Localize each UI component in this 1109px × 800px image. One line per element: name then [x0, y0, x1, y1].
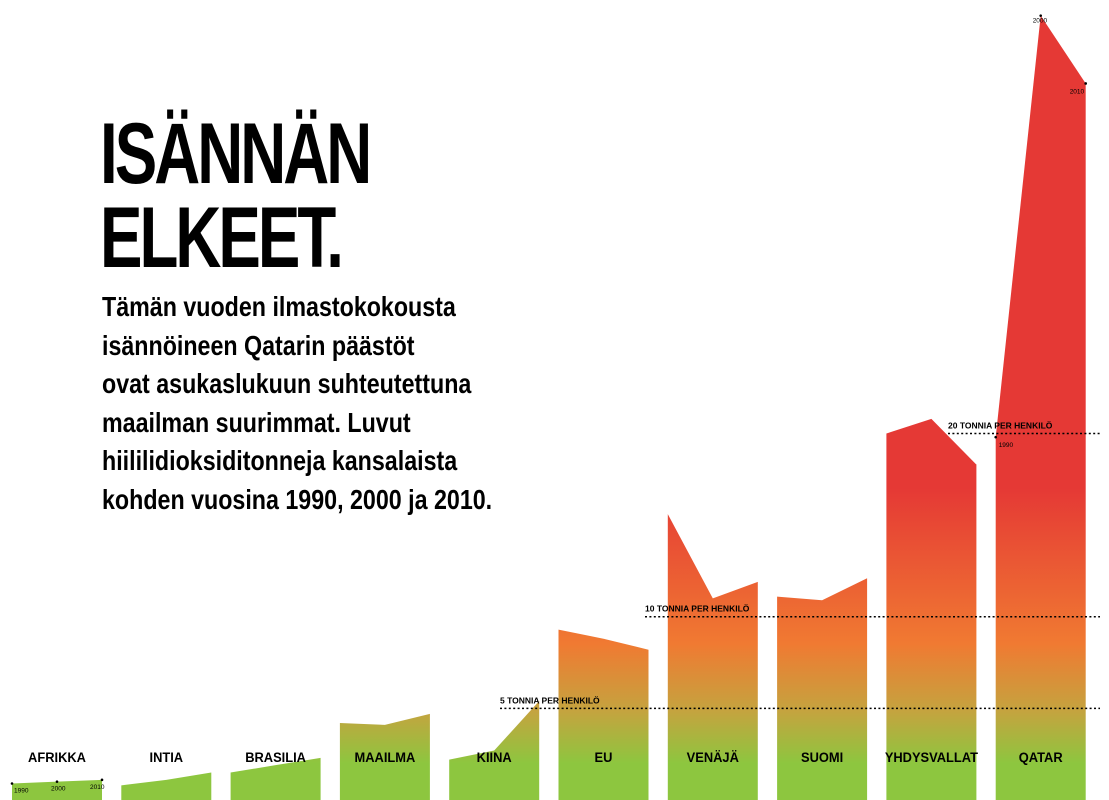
year-label: 2010	[1070, 88, 1085, 95]
area-kiina	[449, 701, 540, 800]
reference-label: 10 TONNIA PER HENKILÖ	[645, 604, 750, 614]
subtitle-line: Tämän vuoden ilmastokokousta	[102, 291, 456, 322]
year-point	[100, 778, 104, 782]
page-title: ISÄNNÄN ELKEET.	[100, 106, 372, 286]
category-label: KIINA	[477, 750, 512, 766]
area-qatar	[995, 15, 1086, 800]
subtitle-line: maailman suurimmat. Luvut	[102, 406, 411, 438]
area-maailma	[339, 713, 430, 800]
category-label: INTIA	[149, 750, 183, 766]
category-label: BRASILIA	[245, 750, 306, 766]
category-label: VENÄJÄ	[687, 750, 739, 766]
reference-label: 20 TONNIA PER HENKILÖ	[948, 420, 1053, 430]
subtitle-line: isännöineen Qatarin päästöt	[102, 329, 415, 361]
year-point	[1039, 14, 1042, 17]
year-label: 1990	[999, 442, 1014, 449]
year-label: 2000	[51, 786, 66, 793]
area-afrikka	[12, 779, 102, 800]
year-point	[1084, 82, 1087, 85]
area-eu	[558, 629, 649, 800]
area-suomi	[777, 578, 868, 800]
subtitle: Tämän vuoden ilmastokokousta isännöineen…	[102, 288, 567, 520]
year-label: 2000	[1033, 18, 1048, 25]
category-label: QATAR	[1019, 750, 1063, 766]
year-label: 2010	[90, 784, 105, 791]
reference-label: 5 TONNIA PER HENKILÖ	[500, 695, 600, 705]
category-label: EU	[595, 750, 613, 766]
title-line: ISÄNNÄN	[100, 106, 372, 202]
title-line: ELKEET.	[100, 190, 344, 286]
year-point	[10, 782, 14, 785]
year-point	[994, 435, 997, 439]
area-venäjä	[667, 514, 758, 800]
subtitle-line: hiililidioksiditonneja kansalaista	[102, 445, 458, 477]
area-yhdysvallat	[886, 418, 977, 800]
subtitle-line: kohden vuosina 1990, 2000 ja 2010.	[102, 483, 493, 515]
category-label: MAAILMA	[355, 750, 416, 766]
year-label: 1990	[14, 788, 29, 795]
category-label: SUOMI	[801, 750, 843, 766]
year-point	[55, 780, 59, 783]
area-brasilia	[230, 757, 321, 800]
category-label: AFRIKKA	[28, 750, 86, 766]
area-intia	[121, 772, 212, 800]
category-label: YHDYSVALLAT	[885, 750, 979, 766]
subtitle-line: ovat asukaslukuun suhteutettuna	[102, 368, 472, 400]
